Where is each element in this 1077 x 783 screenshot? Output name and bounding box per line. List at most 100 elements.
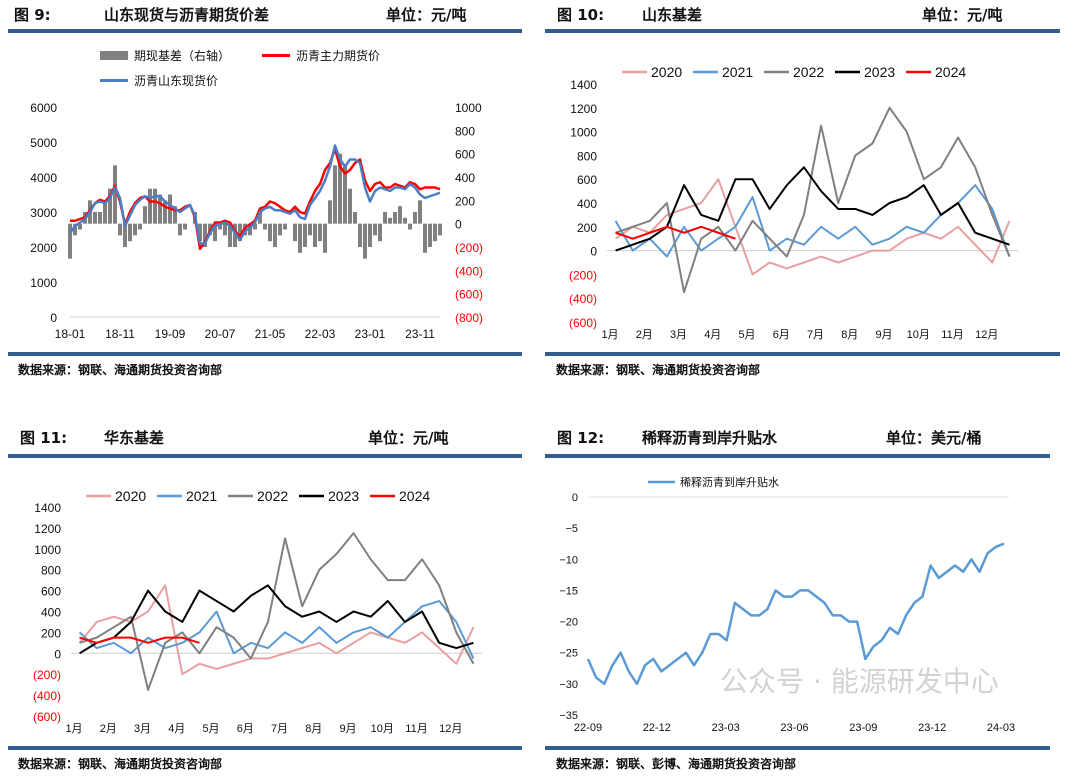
y-tick-label: 1200: [34, 522, 61, 536]
top-rule: [545, 454, 1050, 458]
legend-label: 2020: [651, 64, 682, 80]
basis-bar: [388, 217, 392, 224]
y-tick-label: (600): [33, 710, 61, 724]
y-tick-label: −30: [559, 679, 578, 691]
x-tick-label: 23-06: [780, 722, 808, 734]
figure-unit: 单位：元/吨: [368, 429, 449, 447]
x-tick-label: 9月: [875, 329, 892, 341]
x-tick-label: 7月: [807, 329, 824, 341]
y-tick-label: (200): [33, 668, 61, 682]
basis-bar: [98, 212, 102, 224]
y-tick-label: 400: [41, 606, 61, 620]
basis-bar: [113, 165, 117, 224]
basis-bar: [313, 223, 317, 247]
y-right-tick-label: 200: [455, 194, 475, 208]
y-left-tick-label: 2000: [30, 241, 57, 255]
legend-label: 2022: [257, 488, 288, 504]
basis-bar: [323, 223, 327, 253]
basis-bar: [408, 223, 412, 230]
basis-bar: [438, 223, 442, 236]
basis-bar: [158, 194, 162, 224]
y-right-tick-label: (600): [455, 288, 483, 302]
basis-bar: [223, 223, 227, 236]
figure-title: 山东现货与沥青期货价差: [104, 6, 270, 24]
basis-bar: [78, 223, 82, 230]
x-tick-label: 23-03: [712, 722, 740, 734]
y-left-tick-label: 0: [50, 311, 57, 325]
y-tick-label: −35: [559, 710, 578, 722]
x-tick-label: 22-03: [305, 327, 336, 341]
legend-label: 2022: [793, 64, 824, 80]
x-tick-label: 18-11: [105, 327, 135, 341]
series-line-2022: [79, 532, 475, 691]
top-rule: [8, 29, 522, 33]
basis-bar: [163, 200, 167, 224]
x-tick-label: 19-09: [155, 327, 186, 341]
basis-bar: [108, 188, 112, 224]
y-left-tick-label: 6000: [30, 101, 57, 115]
y-tick-label: 0: [572, 492, 578, 504]
basis-bar: [268, 223, 272, 242]
top-rule: [545, 29, 1060, 33]
basis-bar: [393, 212, 397, 224]
basis-bar: [73, 223, 77, 236]
y-left-tick-label: 4000: [30, 171, 57, 185]
basis-bar: [253, 223, 257, 230]
basis-bar: [203, 223, 207, 247]
basis-bar: [68, 223, 72, 259]
y-tick-label: 0: [590, 245, 597, 259]
legend-label: 沥青主力期货价: [296, 48, 380, 63]
bottom-rule: [8, 352, 522, 356]
y-tick-label: (400): [33, 689, 61, 703]
basis-bar: [133, 223, 137, 236]
y-tick-label: (600): [569, 316, 597, 330]
basis-bar: [278, 223, 282, 236]
legend-label: 2023: [864, 64, 895, 80]
legend-label: 2024: [399, 488, 430, 504]
basis-bar: [228, 223, 232, 247]
x-tick-label: 22-09: [574, 722, 602, 734]
y-tick-label: 200: [577, 221, 597, 235]
y-tick-label: 400: [577, 197, 597, 211]
basis-bar: [218, 223, 222, 230]
legend-label: 稀释沥青到岸升贴水: [680, 475, 779, 489]
premium-line: [586, 542, 1005, 686]
basis-bar: [118, 223, 122, 236]
x-tick-label: 5月: [738, 329, 755, 341]
basis-bar: [383, 212, 387, 224]
x-tick-label: 18-01: [55, 327, 86, 341]
basis-bar: [173, 206, 177, 224]
figure-unit: 单位：美元/桶: [886, 429, 982, 447]
basis-bar: [283, 223, 287, 230]
y-left-tick-label: 5000: [30, 136, 57, 150]
basis-bar: [318, 223, 322, 242]
basis-bar: [343, 165, 347, 224]
y-tick-label: −5: [565, 523, 578, 535]
y-tick-label: −10: [559, 554, 578, 566]
basis-bar: [358, 223, 362, 247]
y-tick-label: −25: [559, 648, 578, 660]
y-tick-label: (200): [569, 268, 597, 282]
basis-bar: [93, 212, 97, 224]
basis-bar: [353, 212, 357, 224]
x-tick-label: 2月: [100, 723, 117, 735]
basis-bar: [348, 188, 352, 224]
y-tick-label: 800: [41, 564, 61, 578]
basis-bar: [128, 223, 132, 242]
x-tick-label: 8月: [305, 723, 322, 735]
y-right-tick-label: (400): [455, 264, 483, 278]
series-line-2023: [615, 166, 1010, 252]
legend-swatch-spot: [100, 79, 128, 82]
y-tick-label: 1000: [34, 543, 61, 557]
basis-bar: [103, 200, 107, 224]
x-tick-label: 9月: [339, 723, 356, 735]
basis-bar: [153, 188, 157, 224]
x-tick-label: 12月: [439, 723, 462, 735]
y-tick-label: 1400: [34, 501, 61, 515]
basis-bar: [273, 223, 277, 247]
y-tick-label: 0: [54, 647, 61, 661]
x-tick-label: 6月: [237, 723, 254, 735]
series-line-2024: [615, 225, 736, 240]
